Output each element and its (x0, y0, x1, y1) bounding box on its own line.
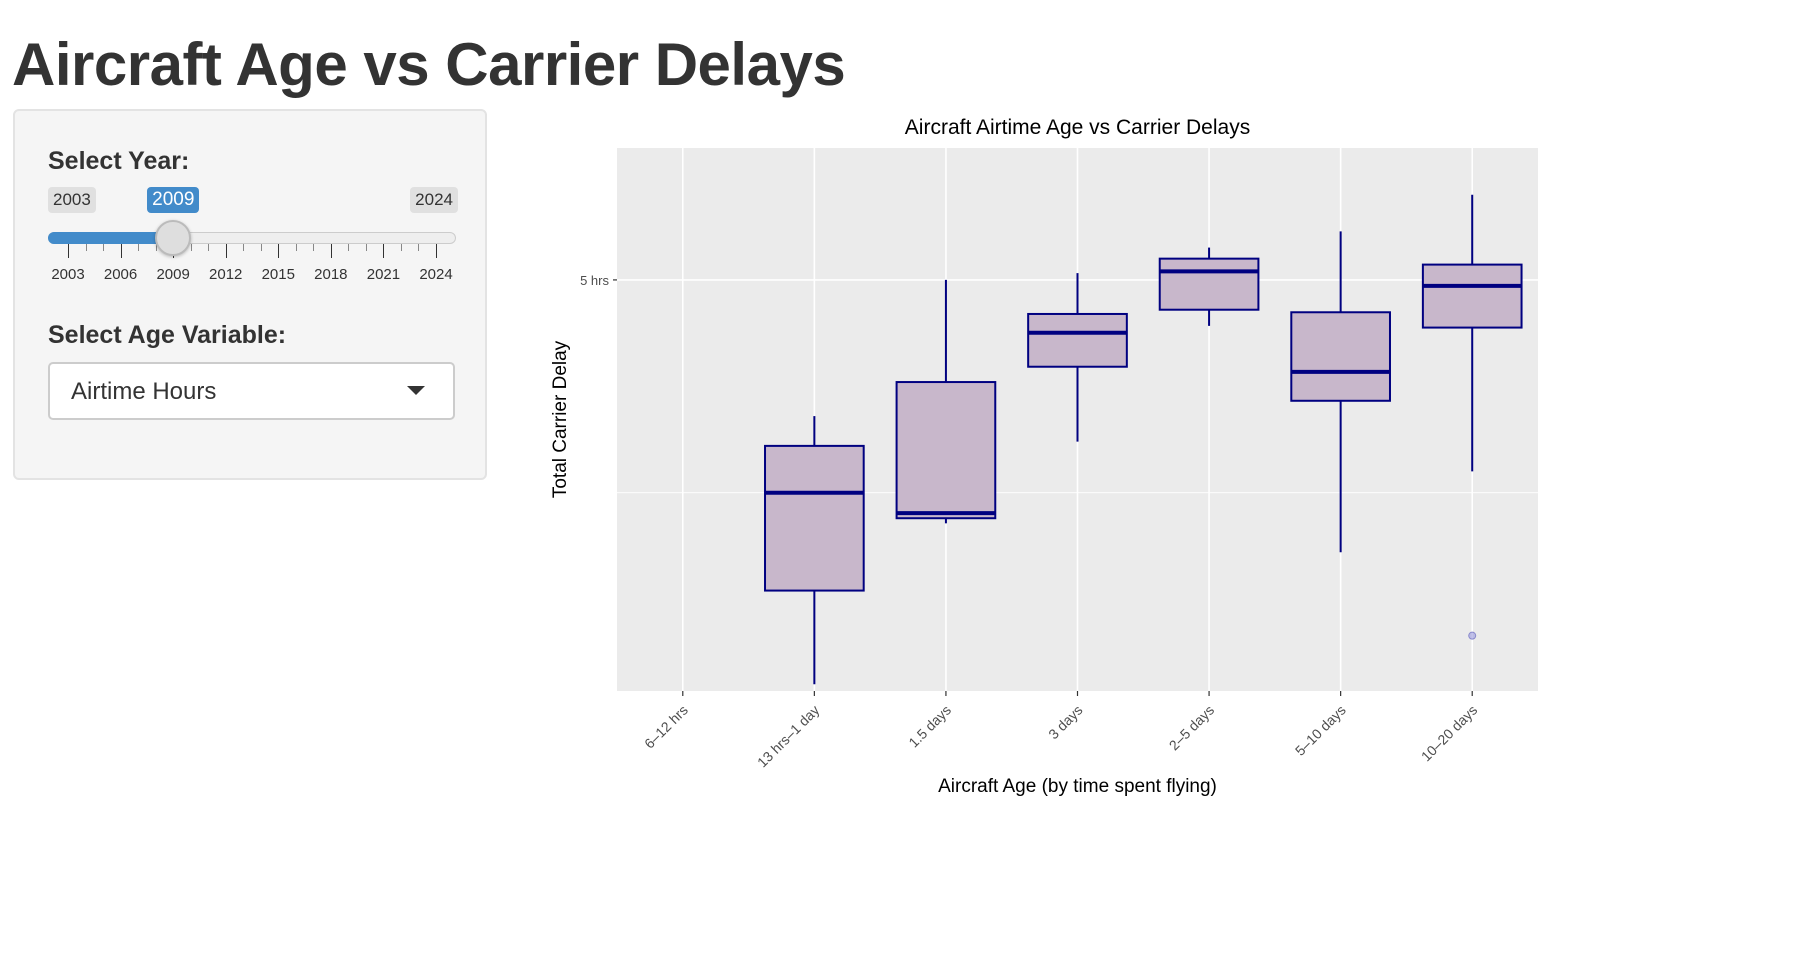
x-tick-label: 6–12 hrs (641, 702, 691, 752)
year-slider-label: Select Year: (48, 147, 190, 175)
x-tick-label: 10–20 days (1418, 702, 1481, 765)
age-variable-label: Select Age Variable: (48, 321, 287, 349)
box-iqr (1421, 263, 1523, 329)
box-iqr (1290, 311, 1391, 402)
slider-minor-tick (313, 244, 315, 251)
slider-major-tick (330, 244, 332, 258)
slider-major-tick (120, 244, 122, 258)
box-iqr (895, 381, 997, 520)
slider-tick-label: 2006 (103, 266, 138, 283)
slider-minor-tick (85, 244, 87, 251)
slider-minor-tick (103, 244, 105, 251)
outlier-point (1468, 631, 1477, 640)
x-tick-label: 1.5 days (905, 702, 954, 751)
page-title: Aircraft Age vs Carrier Delays (12, 31, 846, 98)
x-tick-label: 2–5 days (1166, 702, 1217, 753)
slider-tick-label: 2015 (261, 266, 295, 283)
slider-value-label: 2009 (147, 187, 200, 213)
x-tick-label: 5–10 days (1292, 702, 1349, 759)
x-tick-label: 3 days (1045, 702, 1085, 742)
y-axis-title: Total Carrier Delay (550, 340, 571, 498)
slider-fill (48, 232, 174, 244)
slider-major-tick (225, 244, 227, 258)
slider-minor-tick (418, 244, 420, 251)
y-tick-label: 5 hrs (580, 273, 609, 288)
slider-max-label: 2024 (410, 187, 458, 213)
slider-minor-tick (138, 244, 140, 251)
slider-minor-tick (190, 244, 192, 251)
slider-minor-tick (348, 244, 350, 251)
box-iqr (1027, 312, 1128, 368)
slider-tick-label: 2003 (51, 266, 85, 283)
slider-tick-label: 2012 (209, 266, 243, 283)
slider-minor-tick (295, 244, 297, 251)
sidebar-panel: Select Year: 2003 2024 2009 2003 2006 2009… (13, 109, 487, 480)
slider-tick-label: 2018 (314, 266, 348, 283)
slider-minor-tick (243, 244, 245, 251)
chart-title: Aircraft Airtime Age vs Carrier Delays (905, 116, 1250, 139)
slider-minor-tick (260, 244, 262, 251)
age-variable-selected: Airtime Hours (71, 378, 217, 405)
box-iqr (1158, 257, 1260, 311)
slider-major-tick (436, 244, 437, 258)
slider-minor-tick (365, 244, 367, 251)
slider-minor-tick (155, 244, 157, 251)
slider-tick-label: 2024 (419, 266, 453, 283)
year-slider[interactable]: 2003 2024 2009 2003 2006 2009 2012 2015 2018 2… (48, 187, 458, 297)
chevron-down-icon (407, 386, 425, 395)
slider-minor-tick (400, 244, 402, 251)
age-variable-select[interactable]: Airtime Hours (48, 362, 455, 420)
slider-min-label: 2003 (48, 187, 96, 213)
slider-major-tick (278, 244, 280, 258)
slider-handle[interactable] (155, 220, 192, 256)
slider-major-tick (383, 244, 385, 258)
box-iqr (764, 444, 865, 592)
slider-tick-label: 2021 (366, 266, 401, 283)
slider-minor-tick (208, 244, 210, 251)
slider-major-tick (68, 244, 69, 258)
boxplot-chart: Aircraft Airtime Age vs Carrier Delays 5 … (550, 116, 1538, 797)
x-tick-label: 13 hrs–1 day (754, 702, 823, 771)
x-axis-title: Aircraft Age (by time spent flying) (938, 776, 1217, 797)
slider-tick-label: 2009 (156, 266, 190, 283)
